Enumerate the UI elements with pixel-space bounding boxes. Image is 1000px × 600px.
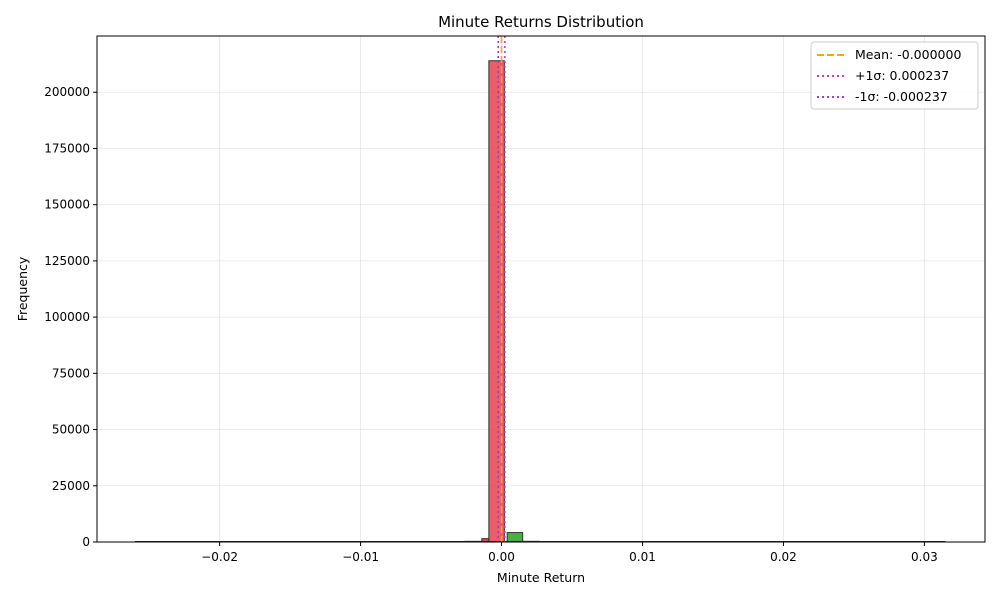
legend-entry-label: -1σ: -0.000237 xyxy=(855,89,948,104)
y-tick-label: 75000 xyxy=(52,366,90,380)
legend-entry-label: +1σ: 0.000237 xyxy=(855,68,949,83)
chart-title: Minute Returns Distribution xyxy=(438,13,644,31)
grid-lines xyxy=(97,36,985,543)
legend-entry-label: Mean: -0.000000 xyxy=(855,47,961,62)
x-tick-label: −0.02 xyxy=(201,550,238,564)
x-axis-label: Minute Return xyxy=(497,570,585,585)
y-tick-label: 150000 xyxy=(44,198,90,212)
y-tick-label: 100000 xyxy=(44,310,90,324)
legend: Mean: -0.000000 +1σ: 0.000237 -1σ: -0.0002… xyxy=(810,41,979,110)
y-tick-label: 0 xyxy=(82,535,90,549)
reference-lines xyxy=(497,36,506,542)
y-tick-label: 175000 xyxy=(44,141,90,155)
y-axis-label: Frequency xyxy=(15,256,30,321)
x-tick-label: −0.01 xyxy=(342,550,379,564)
x-tick-label: 0.00 xyxy=(488,550,515,564)
x-tick-label: 0.01 xyxy=(629,550,656,564)
histogram-bar xyxy=(506,532,524,543)
y-tick-label: 50000 xyxy=(52,423,90,437)
x-axis-ticks: −0.02 −0.01 0.00 0.01 0.02 0.03 xyxy=(201,542,938,564)
plot-frame xyxy=(96,35,986,543)
histogram-bars xyxy=(135,60,946,543)
y-tick-label: 125000 xyxy=(44,254,90,268)
y-axis-ticks: 0 25000 50000 75000 100000 125000 150000 175000… xyxy=(44,85,97,549)
x-tick-label: 0.03 xyxy=(911,550,938,564)
legend-box xyxy=(810,41,979,110)
x-tick-label: 0.02 xyxy=(770,550,797,564)
y-tick-label: 25000 xyxy=(52,479,90,493)
y-tick-label: 200000 xyxy=(44,85,90,99)
